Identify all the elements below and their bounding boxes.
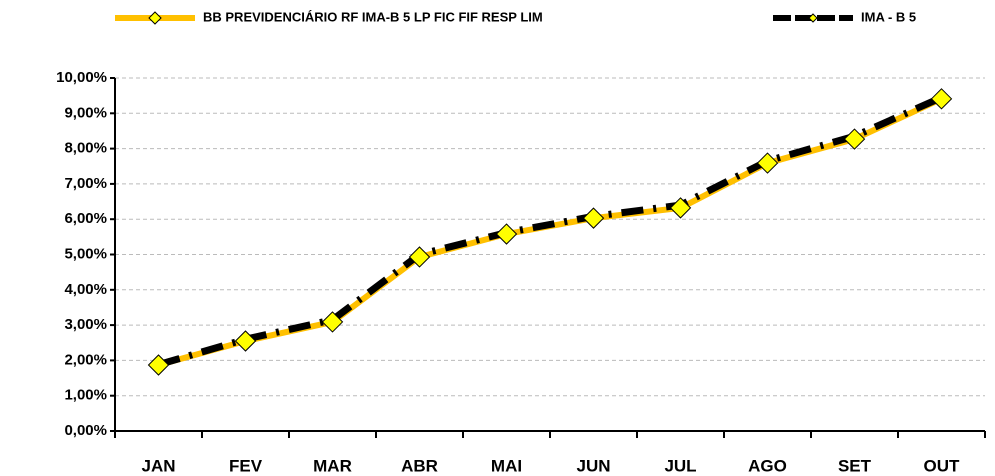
y-tick-label: 6,00%	[64, 210, 107, 227]
y-tick-label: 3,00%	[64, 316, 107, 333]
series-line	[157, 94, 943, 368]
y-tick-label: 9,00%	[64, 104, 107, 121]
data-point	[669, 197, 692, 219]
x-tick-label: AGO	[748, 456, 787, 475]
data-point	[408, 246, 431, 268]
x-tick-label: MAI	[491, 456, 522, 475]
x-tick-label: FEV	[229, 456, 263, 475]
x-tick-label: JUL	[664, 456, 696, 475]
legend-marker	[148, 11, 162, 25]
y-tick-label: 5,00%	[64, 245, 107, 262]
data-point	[843, 128, 866, 150]
x-tick-label: SET	[838, 456, 872, 475]
legend-label: IMA - B 5	[861, 9, 916, 24]
data-point	[582, 207, 605, 229]
y-tick-label: 0,00%	[64, 422, 107, 439]
y-tick-label: 4,00%	[64, 281, 107, 298]
data-point	[756, 152, 779, 174]
y-tick-label: 2,00%	[64, 351, 107, 368]
x-tick-label: MAR	[313, 456, 352, 475]
y-tick-label: 10,00%	[56, 69, 107, 86]
x-tick-label: JUN	[576, 456, 610, 475]
data-point	[321, 311, 344, 333]
y-tick-label: 7,00%	[64, 175, 107, 192]
y-tick-label: 1,00%	[64, 387, 107, 404]
x-tick-label: OUT	[924, 456, 961, 475]
x-tick-label: JAN	[141, 456, 175, 475]
legend-label: BB PREVIDENCIÁRIO RF IMA-B 5 LP FIC FIF …	[203, 9, 543, 24]
data-point	[234, 330, 257, 352]
data-point	[930, 88, 953, 110]
y-tick-label: 8,00%	[64, 140, 107, 157]
x-tick-label: ABR	[401, 456, 438, 475]
data-point	[147, 354, 170, 376]
legend-marker	[808, 13, 818, 23]
data-point	[495, 223, 518, 245]
